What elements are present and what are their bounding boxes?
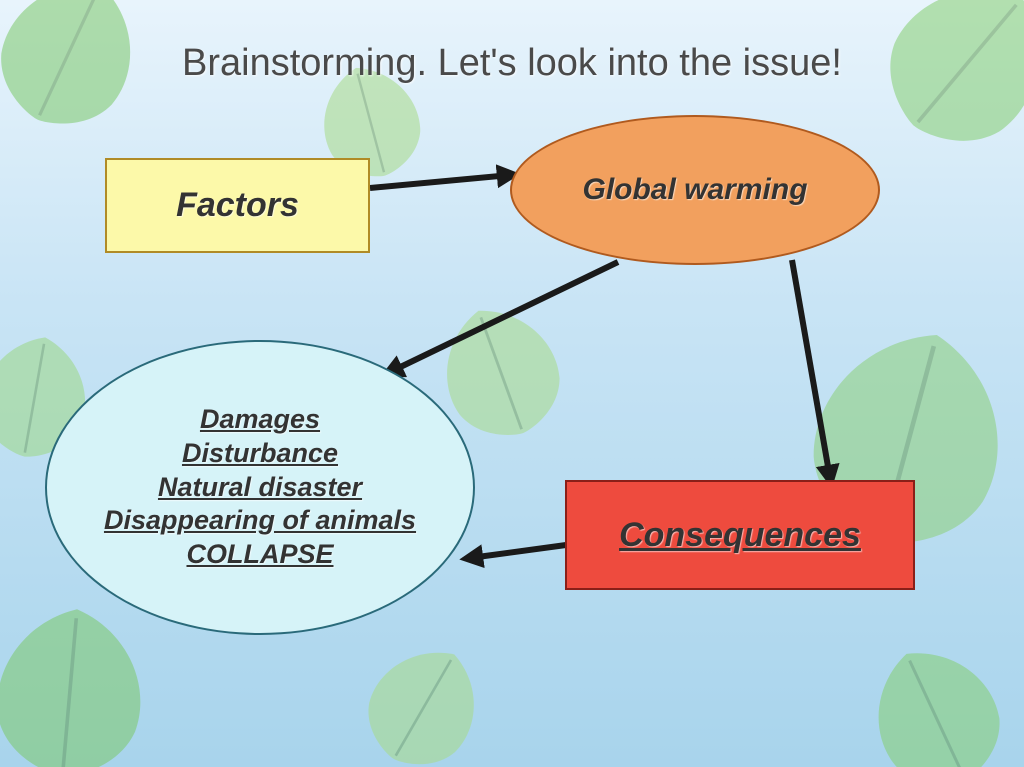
arrow	[470, 545, 566, 558]
node-factors-label: Factors	[176, 184, 299, 227]
node-consequences: Consequences	[565, 480, 915, 590]
leaf-decoration	[826, 611, 1024, 767]
leaf-decoration	[328, 611, 523, 767]
leaf-decoration	[0, 592, 177, 767]
node-damages: DamagesDisturbanceNatural disasterDisapp…	[45, 340, 475, 635]
damages-line: COLLAPSE	[104, 538, 416, 572]
node-global-warming: Global warming	[510, 115, 880, 265]
damages-line: Natural disaster	[104, 471, 416, 505]
damages-line: Disappearing of animals	[104, 504, 416, 538]
damages-line: Damages	[104, 403, 416, 437]
node-consequences-label: Consequences	[619, 514, 861, 557]
node-factors: Factors	[105, 158, 370, 253]
arrow	[370, 175, 510, 188]
node-damages-lines: DamagesDisturbanceNatural disasterDisapp…	[104, 403, 416, 572]
slide-title: Brainstorming. Let's look into the issue…	[0, 42, 1024, 85]
arrow	[792, 260, 830, 478]
damages-line: Disturbance	[104, 437, 416, 471]
arrow	[390, 262, 618, 372]
node-global-warming-label: Global warming	[582, 171, 807, 209]
